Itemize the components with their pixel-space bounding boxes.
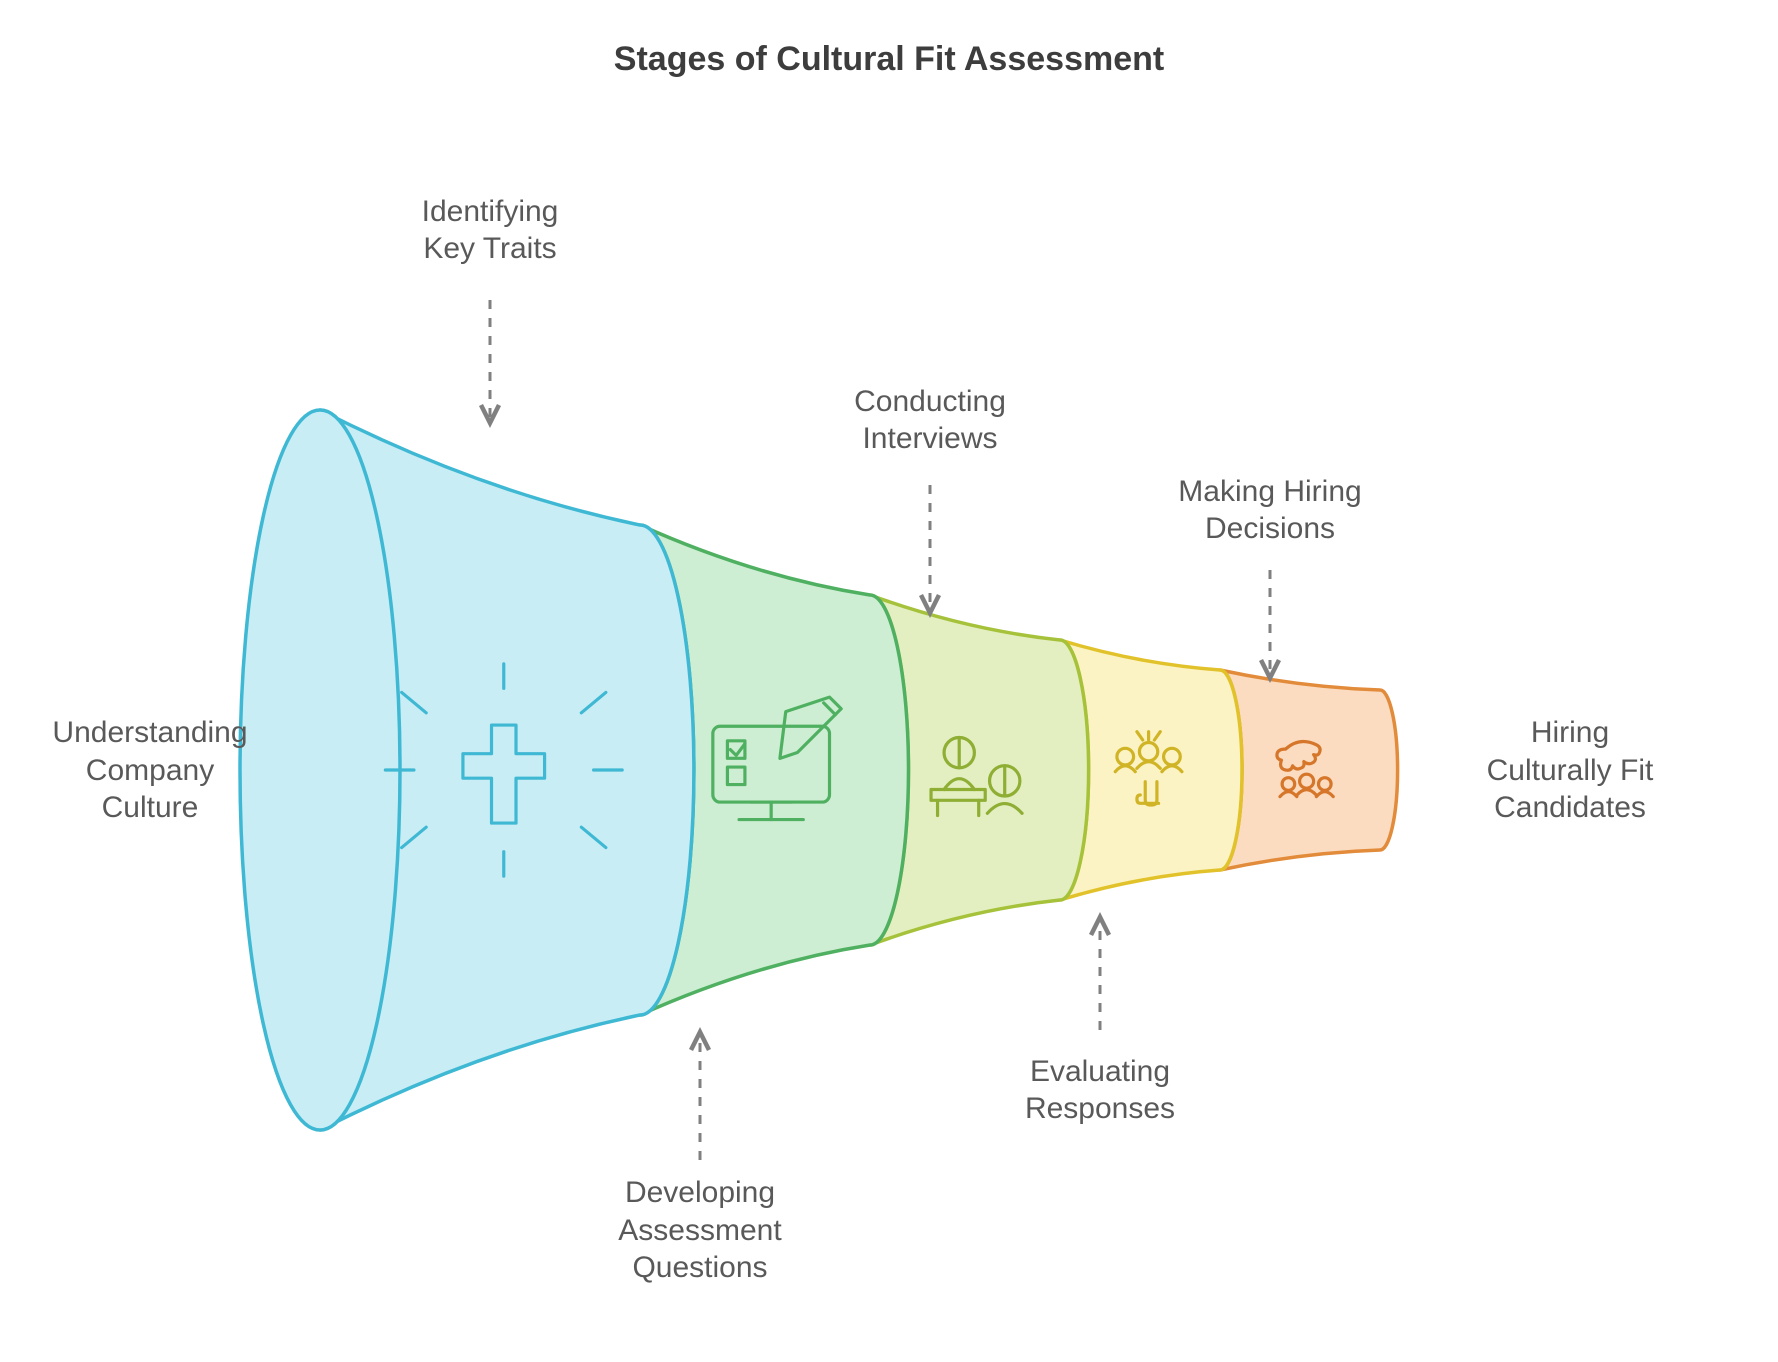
stage-label: Understanding Company Culture: [0, 714, 310, 827]
stage-label: Hiring Culturally Fit Candidates: [1410, 714, 1730, 827]
stage-label: Evaluating Responses: [940, 1053, 1260, 1128]
stage-label: Making Hiring Decisions: [1110, 473, 1430, 548]
stage-label: Developing Assessment Questions: [540, 1174, 860, 1287]
stage-label: Identifying Key Traits: [330, 193, 650, 268]
stage-label: Conducting Interviews: [770, 383, 1090, 458]
funnel-diagram: [0, 0, 1778, 1362]
funnel-segment: [1220, 670, 1398, 870]
